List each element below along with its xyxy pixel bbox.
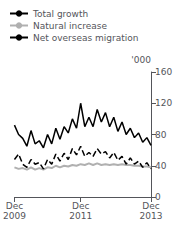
svg-text:Dec: Dec (6, 201, 23, 211)
svg-text:'000: '000 (131, 55, 151, 65)
svg-text:80: 80 (155, 130, 167, 140)
svg-text:2013: 2013 (140, 211, 163, 221)
svg-text:2011: 2011 (69, 211, 92, 221)
svg-text:0: 0 (155, 192, 161, 202)
svg-text:160: 160 (155, 67, 172, 77)
svg-text:Natural increase: Natural increase (33, 21, 107, 31)
svg-text:2009: 2009 (3, 211, 26, 221)
svg-text:Net overseas migration: Net overseas migration (33, 33, 138, 43)
svg-text:120: 120 (155, 98, 172, 108)
svg-text:Total growth: Total growth (32, 9, 88, 19)
svg-text:Dec: Dec (72, 201, 89, 211)
svg-text:Dec: Dec (142, 201, 159, 211)
svg-text:40: 40 (155, 161, 167, 171)
